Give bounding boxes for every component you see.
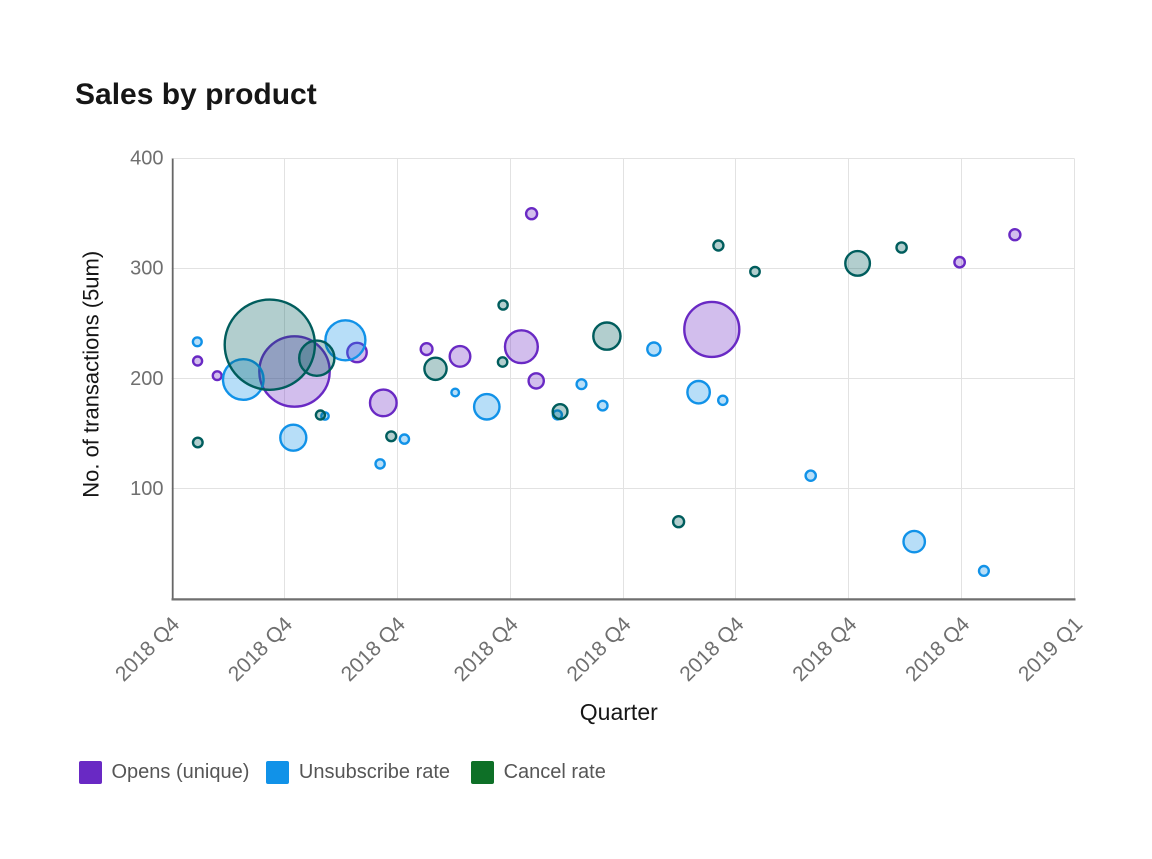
bubble[interactable] [314,409,327,421]
bubble[interactable] [902,529,927,554]
legend-swatch-cancel [470,761,494,784]
y-axis-tick-labels: 400 300 200 100 [130,148,163,500]
bubble[interactable] [497,299,509,311]
bubble[interactable] [324,319,367,362]
bubble[interactable] [527,372,546,390]
bubble[interactable] [1008,227,1022,242]
y-tick-label: 400 [130,148,163,170]
x-tick-label: 2018 Q4 [901,613,974,686]
bubble[interactable] [712,239,725,252]
bubble[interactable] [646,341,662,357]
bubble[interactable] [524,206,539,221]
bubble[interactable] [496,356,509,368]
bubble[interactable] [683,300,741,359]
x-tick-label: 2018 Q4 [337,613,410,686]
chart-title: Sales by product [75,78,317,111]
bubble[interactable] [844,249,872,277]
legend-swatch-opens [78,761,102,784]
bubble[interactable] [419,342,434,357]
x-axis-tick-labels: 2018 Q4 2018 Q4 2018 Q4 2018 Q4 2018 Q4 2018 … [111,613,1087,686]
legend-item-opens[interactable]: Opens (unique) [78,761,250,784]
bubble[interactable] [374,458,386,470]
y-tick-label: 100 [130,478,163,500]
bubble[interactable] [423,356,448,382]
x-tick-label: 2018 Q4 [675,613,748,686]
bubble[interactable] [346,341,368,364]
bubble[interactable] [895,241,908,254]
bubble[interactable] [717,394,729,407]
bubble[interactable] [686,379,711,405]
bubble[interactable] [279,423,308,452]
legend-label-cancel: Cancel rate [503,761,606,783]
bubble[interactable] [223,298,317,392]
bubble[interactable] [211,370,223,382]
x-tick-label: 2018 Q4 [224,613,297,686]
y-axis-title: No. of transactions (5um) [79,251,104,498]
bubble[interactable] [385,430,398,443]
series-cancel-rate [191,239,908,529]
bubble[interactable] [749,265,761,278]
bubble[interactable] [448,344,472,368]
bubble[interactable] [191,336,203,348]
x-tick-label: 2018 Q4 [562,613,635,686]
bubble[interactable] [575,378,588,391]
x-tick-label: 2019 Q1 [1014,613,1087,686]
x-axis-title: Quarter [580,699,658,725]
legend-label-opens: Opens (unique) [111,761,250,783]
bubble[interactable] [804,469,818,483]
bubble[interactable] [503,329,540,365]
series-unsubscribe-rate [191,319,991,578]
bubble[interactable] [953,255,966,269]
x-tick-label: 2018 Q4 [450,613,523,686]
legend: Opens (unique) Unsubscribe rate Cancel r… [78,761,606,784]
bubble[interactable] [671,515,686,529]
series-opens-unique [191,206,1022,418]
bubble[interactable] [592,321,622,351]
bubbles-layer [191,206,1022,578]
bubble[interactable] [398,433,411,445]
bubble[interactable] [450,387,461,398]
x-tick-label: 2018 Q4 [111,613,184,686]
bubble[interactable] [977,564,991,578]
bubble[interactable] [191,436,204,449]
y-tick-label: 200 [130,368,163,390]
legend-item-cancel[interactable]: Cancel rate [470,761,606,784]
legend-swatch-unsubscribe [265,761,289,784]
legend-label-unsubscribe: Unsubscribe rate [298,761,451,783]
axis-lines [171,158,1076,601]
legend-item-unsubscribe[interactable]: Unsubscribe rate [265,761,451,784]
bubble[interactable] [551,403,569,421]
bubble[interactable] [191,355,204,367]
x-tick-label: 2018 Q4 [788,613,861,686]
bubble[interactable] [368,388,398,418]
gridlines [171,158,1075,599]
y-tick-label: 300 [130,258,163,280]
bubble[interactable] [297,339,336,378]
bubble[interactable] [596,399,609,412]
bubble[interactable] [472,392,501,421]
